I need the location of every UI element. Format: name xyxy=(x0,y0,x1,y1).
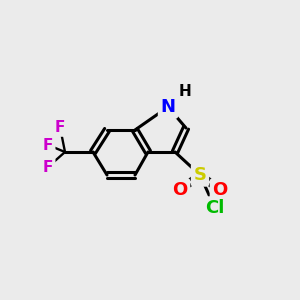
Text: N: N xyxy=(160,98,175,116)
Text: S: S xyxy=(194,166,206,184)
Text: F: F xyxy=(43,160,53,175)
Text: Cl: Cl xyxy=(205,199,225,217)
Text: O: O xyxy=(212,181,228,199)
Text: H: H xyxy=(178,85,191,100)
Text: O: O xyxy=(172,181,188,199)
Text: F: F xyxy=(55,119,65,134)
Text: F: F xyxy=(43,137,53,152)
